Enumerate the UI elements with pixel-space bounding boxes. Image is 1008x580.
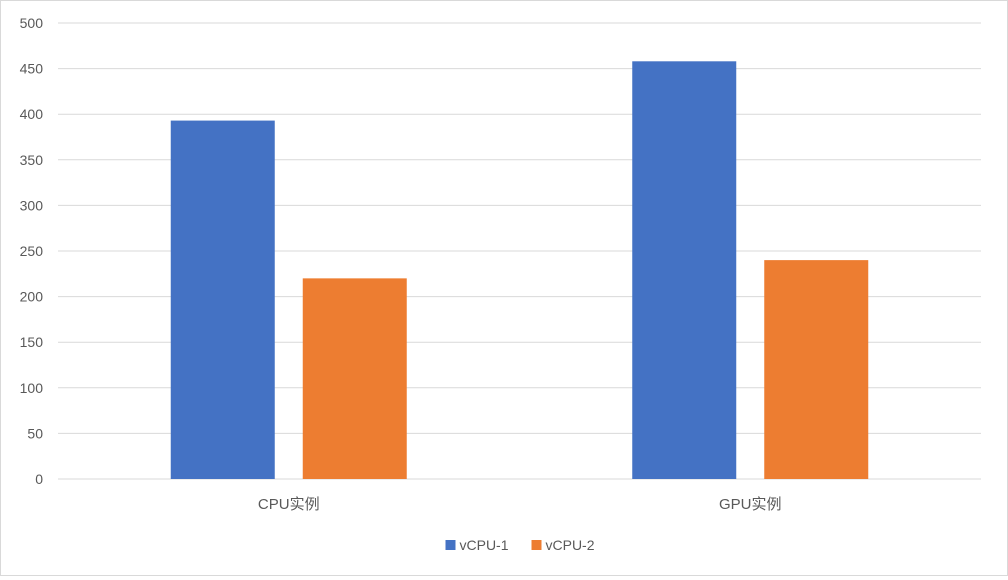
x-axis-tick-labels: CPU实例 GPU实例 (258, 496, 782, 513)
y-axis-tick-labels: 0 50 100 150 200 250 300 350 400 450 500 (20, 15, 44, 487)
y-tick-label: 500 (20, 15, 44, 31)
legend: vCPU-1 vCPU-2 (445, 537, 595, 553)
y-tick-label: 450 (20, 61, 44, 77)
y-tick-label: 50 (27, 425, 43, 441)
y-tick-label: 400 (20, 106, 44, 122)
x-tick-label: CPU实例 (258, 496, 320, 513)
y-tick-label: 200 (20, 289, 44, 305)
legend-swatch-vcpu-2 (531, 540, 542, 550)
bar-vcpu-1-0 (170, 120, 275, 480)
legend-swatch-vcpu-1 (445, 540, 456, 550)
y-tick-label: 0 (35, 471, 43, 487)
x-tick-label: GPU实例 (719, 496, 782, 513)
legend-label-vcpu-2: vCPU-2 (546, 537, 595, 553)
y-tick-label: 100 (20, 380, 44, 396)
bar-vcpu-2-0 (302, 278, 407, 479)
y-tick-label: 350 (20, 152, 44, 168)
bar-vcpu-2-1 (764, 260, 869, 479)
bars (170, 61, 869, 480)
y-tick-label: 150 (20, 334, 44, 350)
y-tick-label: 250 (20, 243, 44, 259)
y-tick-label: 300 (20, 197, 44, 213)
bar-vcpu-1-1 (632, 61, 737, 479)
legend-label-vcpu-1: vCPU-1 (460, 537, 509, 553)
